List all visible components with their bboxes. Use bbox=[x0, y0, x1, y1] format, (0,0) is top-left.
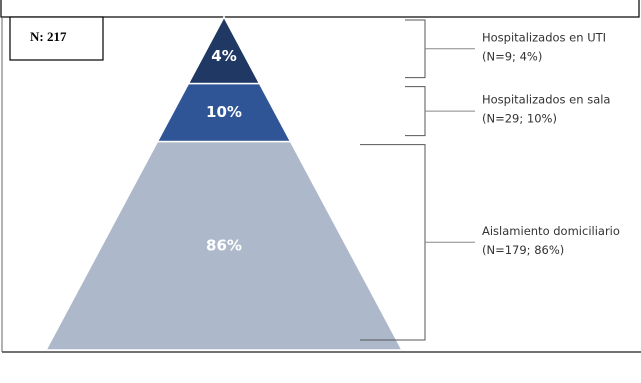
category-label: Hospitalizados en UTI bbox=[482, 30, 606, 44]
category-detail: (N=9; 4%) bbox=[482, 49, 542, 63]
total-box bbox=[9, 16, 104, 61]
bracket bbox=[405, 19, 426, 79]
top-frame bbox=[0, 0, 640, 18]
pyramid-segment bbox=[44, 140, 404, 351]
segment-label: 4% bbox=[211, 47, 236, 65]
segment-label: 86% bbox=[206, 236, 242, 254]
total-label: N: 217 bbox=[30, 29, 67, 44]
category-label: Hospitalizados en sala bbox=[482, 93, 610, 107]
category-detail: (N=179; 86%) bbox=[482, 243, 564, 257]
bracket bbox=[405, 86, 426, 137]
category-label: Aislamiento domiciliario bbox=[482, 224, 620, 238]
category-detail: (N=29; 10%) bbox=[482, 112, 557, 126]
segment-label: 10% bbox=[206, 103, 242, 121]
